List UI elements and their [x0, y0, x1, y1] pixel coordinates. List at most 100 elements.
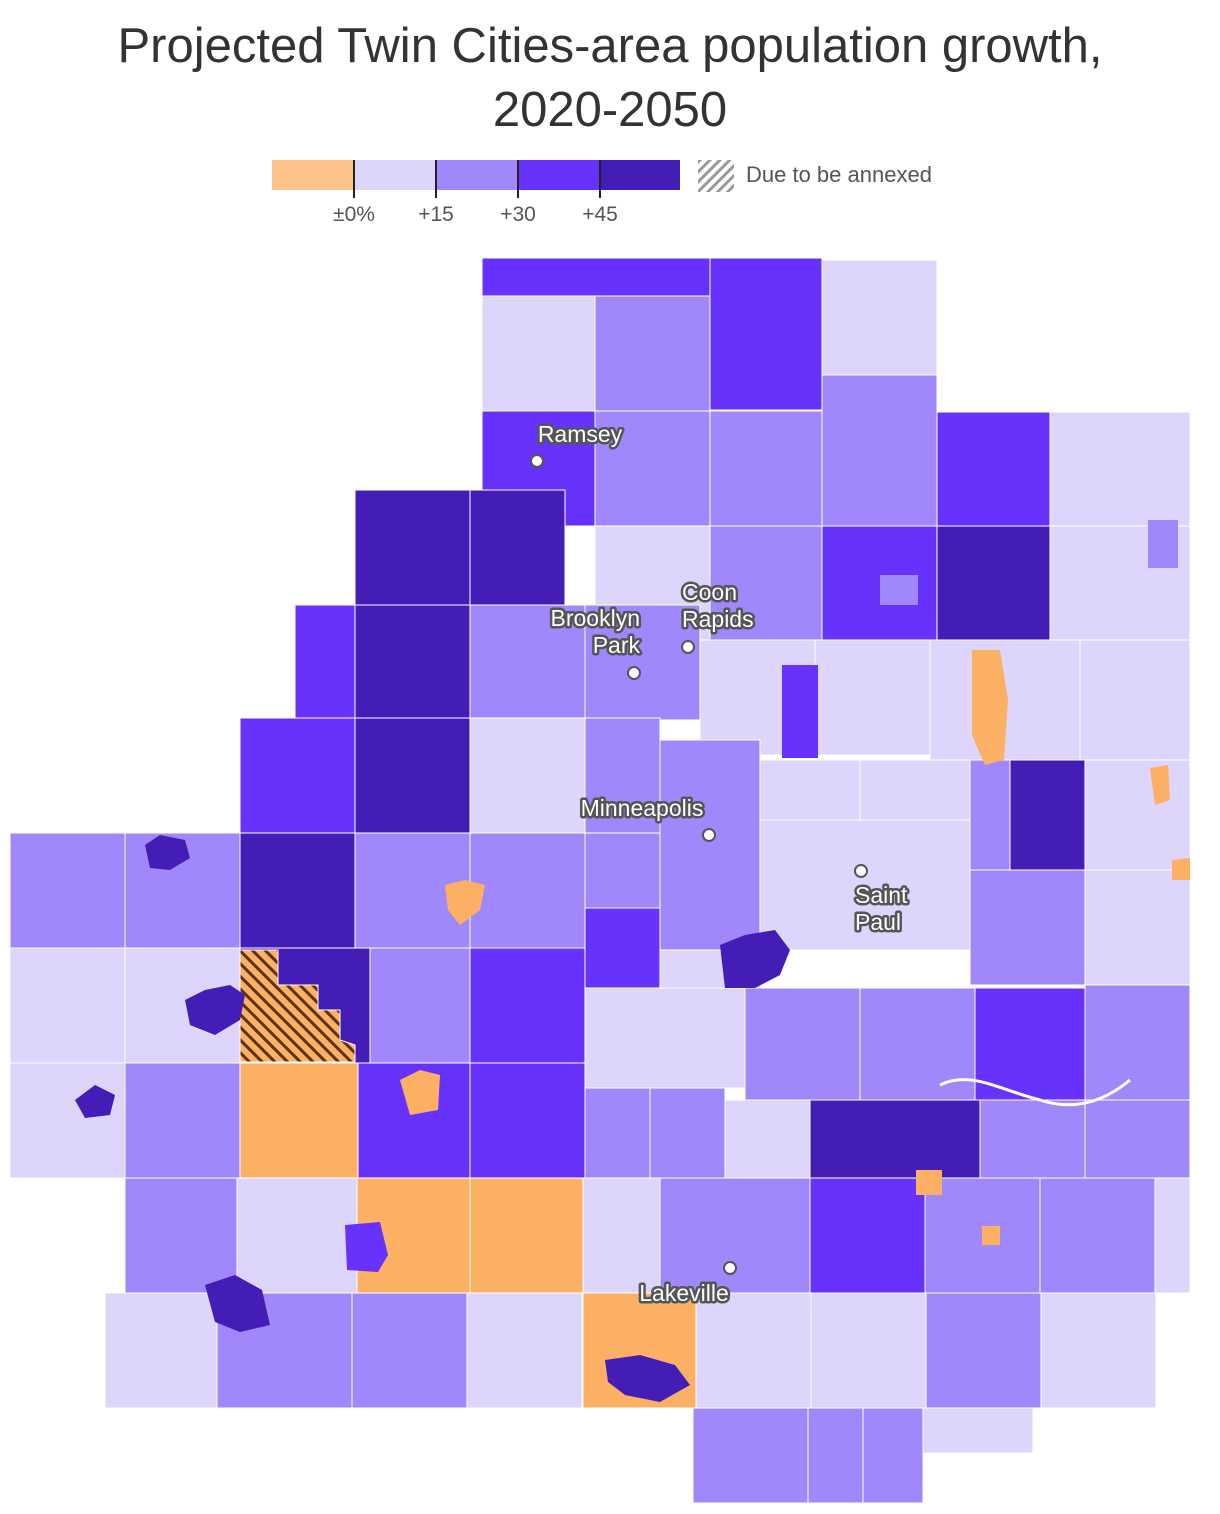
city-marker — [723, 1261, 737, 1275]
map-area — [859, 987, 976, 1101]
color-legend: ±0% +15 +30 +45 Due to be annexed — [272, 160, 972, 240]
enclave-area — [1148, 520, 1178, 568]
map-area — [659, 739, 761, 951]
enclave-area — [75, 1085, 115, 1118]
annexed-label: Due to be annexed — [746, 162, 932, 187]
map-area — [594, 295, 711, 412]
enclave-area — [345, 1222, 388, 1272]
map-area — [969, 759, 1011, 871]
legend-tick — [517, 160, 519, 198]
map-area — [659, 1177, 811, 1294]
enclave-area — [916, 1170, 942, 1195]
legend-swatch-45-plus — [600, 160, 680, 190]
map-area — [584, 717, 661, 834]
map-area — [1039, 1177, 1156, 1294]
enclave-area — [972, 650, 1008, 765]
map-area — [124, 1177, 238, 1294]
map-area — [369, 947, 471, 1064]
legend-tick-label: +30 — [500, 203, 536, 226]
legend-tick — [353, 160, 355, 198]
enclave-area — [982, 1226, 1000, 1245]
city-label: Paul — [855, 909, 901, 935]
map-area — [1084, 1099, 1191, 1181]
map-area — [9, 832, 126, 949]
map-area — [814, 639, 931, 756]
map-area — [922, 1407, 1034, 1454]
map-area — [821, 525, 938, 642]
map-area — [9, 947, 126, 1064]
map-area — [469, 604, 586, 721]
enclave-area — [720, 930, 790, 988]
map-area — [709, 525, 823, 642]
map-area — [695, 1292, 812, 1409]
map-area — [709, 257, 823, 411]
map-area — [469, 717, 586, 834]
city-label: Brooklyn — [551, 605, 640, 631]
map-area — [239, 717, 356, 834]
city-marker — [627, 666, 641, 680]
enclave-area — [445, 880, 485, 925]
city-marker — [530, 454, 544, 468]
map-area — [354, 717, 471, 834]
legend-tick-label: ±0% — [333, 203, 375, 226]
map-area — [821, 374, 938, 528]
map-area — [124, 1062, 241, 1179]
legend-swatch-decline — [272, 160, 354, 190]
city-label: Minneapolis — [581, 795, 704, 821]
map-area — [584, 832, 661, 909]
map-area — [354, 604, 471, 721]
enclave-area — [782, 665, 818, 758]
map-area — [709, 410, 823, 527]
enclave-area — [400, 1070, 440, 1115]
map-area — [584, 987, 746, 1089]
map-area — [809, 1177, 926, 1294]
legend-swatch-30-45 — [518, 160, 600, 190]
map-area — [239, 832, 356, 949]
map-area — [1009, 759, 1086, 871]
hatch-swatch-icon — [698, 160, 734, 192]
legend-tick — [599, 160, 601, 198]
map-area — [807, 1407, 864, 1504]
map-area — [584, 1087, 651, 1179]
map-areas — [9, 257, 1191, 1504]
map-area — [744, 987, 861, 1101]
map-area — [1079, 639, 1191, 761]
map-area — [466, 1292, 583, 1409]
enclave-area — [205, 1275, 270, 1332]
map-overlays — [75, 520, 1190, 1402]
map-area — [821, 259, 938, 376]
legend-swatch-0-15 — [354, 160, 436, 190]
city-marker — [702, 828, 716, 842]
map-area — [1084, 759, 1191, 871]
city-label: Ramsey — [538, 421, 623, 447]
map-area — [481, 257, 711, 299]
enclave-area — [605, 1355, 690, 1402]
city-label: Coon — [682, 579, 737, 605]
map-area — [969, 869, 1086, 986]
map-area — [239, 1062, 359, 1179]
legend-swatch-15-30 — [436, 160, 518, 190]
city-marker — [681, 640, 695, 654]
legend-tick-label: +15 — [418, 203, 454, 226]
map-area — [594, 410, 711, 527]
enclave-area — [185, 985, 245, 1035]
legend-tick-label: +45 — [582, 203, 618, 226]
map-area — [859, 759, 971, 821]
city-label: Rapids — [682, 606, 754, 632]
map-area — [649, 1087, 726, 1179]
map-area — [582, 1177, 661, 1294]
map-area — [354, 489, 483, 606]
map-area — [862, 1407, 924, 1504]
map-area — [1084, 984, 1191, 1101]
map-area — [351, 1292, 468, 1409]
legend-tick — [435, 160, 437, 198]
map-area — [9, 1062, 126, 1179]
map-area — [810, 1292, 927, 1409]
map-area — [936, 525, 1051, 642]
map-area — [1154, 1177, 1191, 1294]
map-area — [294, 604, 356, 721]
map-area — [469, 1062, 586, 1179]
city-label: Saint — [855, 882, 908, 908]
map-area — [979, 1099, 1086, 1181]
